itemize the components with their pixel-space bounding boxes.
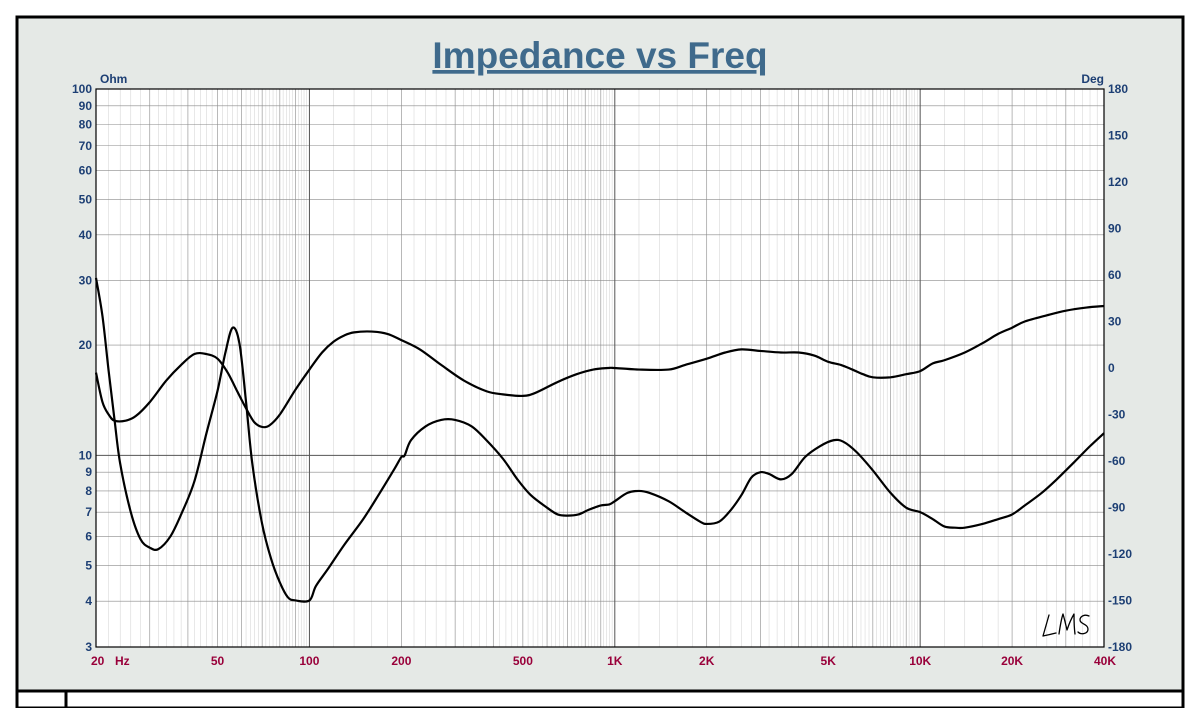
footer-strip	[15, 689, 1185, 708]
x-tick-label: 10K	[909, 654, 931, 668]
lms-watermark	[1042, 613, 1090, 637]
grid-minor	[95, 89, 1105, 648]
y-right-tick-label: -180	[1108, 640, 1132, 654]
y-left-tick-label: 8	[85, 484, 92, 498]
y-left-tick-label: 40	[79, 228, 93, 242]
y-left-tick-label: 5	[85, 559, 92, 573]
y-right-tick-label: -150	[1108, 594, 1132, 608]
y-left-tick-label: 6	[85, 530, 92, 544]
y-left-tick-label: 9	[85, 465, 92, 479]
y-right-unit: Deg	[1081, 72, 1104, 86]
x-tick-label: 200	[391, 654, 411, 668]
y-right-tick-label: 60	[1108, 268, 1122, 282]
y-left-tick-label: 3	[85, 640, 92, 654]
chart-title: Impedance vs Freq	[432, 35, 767, 76]
y-right-tick-label: 180	[1108, 82, 1128, 96]
y-left-tick-label: 20	[79, 338, 93, 352]
y-right-tick-labels: 180 150 120 90 60 30 0 -30 -60 -90 -120 -150 -180	[1108, 82, 1132, 654]
y-left-tick-label: 100	[72, 82, 92, 96]
y-left-tick-label: 10	[79, 448, 93, 462]
x-tick-label: 40K	[1094, 654, 1116, 668]
plot-border	[95, 88, 1105, 648]
x-tick-label: 1K	[607, 654, 623, 668]
series-layer	[94, 277, 1105, 603]
y-right-tick-label: -120	[1108, 547, 1132, 561]
y-left-tick-label: 80	[79, 118, 93, 132]
y-right-tick-label: -60	[1108, 454, 1126, 468]
y-right-tick-label: -30	[1108, 408, 1126, 422]
y-right-tick-label: 0	[1108, 361, 1115, 375]
y-left-tick-label: 60	[79, 163, 93, 177]
x-unit-label: Hz	[115, 654, 130, 668]
x-tick-label: 50	[211, 654, 225, 668]
x-tick-label: 20	[91, 654, 105, 668]
y-left-tick-labels: 3 4 5 6 7 8 9 10 20 30 40 50 60 70 80 90 100	[72, 82, 92, 654]
y-left-tick-label: 30	[79, 274, 93, 288]
y-left-tick-label: 7	[85, 505, 92, 519]
x-tick-label: 20K	[1001, 654, 1023, 668]
x-tick-label: 2K	[699, 654, 715, 668]
y-right-tick-label: 150	[1108, 129, 1128, 143]
y-right-tick-label: -90	[1108, 501, 1126, 515]
x-tick-label: 100	[299, 654, 319, 668]
y-left-unit: Ohm	[100, 72, 127, 86]
y-left-tick-label: 50	[79, 192, 93, 206]
y-right-tick-label: 120	[1108, 175, 1128, 189]
impedance-magnitude-line	[94, 277, 1105, 603]
x-tick-label: 5K	[821, 654, 837, 668]
impedance-phase-line	[94, 304, 1105, 429]
y-right-tick-label: 90	[1108, 222, 1122, 236]
x-tick-label: 500	[513, 654, 533, 668]
y-left-tick-label: 90	[79, 99, 93, 113]
y-right-tick-label: 30	[1108, 315, 1122, 329]
x-tick-labels: 20 50 100 200 500 1K 2K 5K 10K 20K 40K	[91, 654, 1116, 668]
y-left-tick-label: 70	[79, 139, 93, 153]
y-left-tick-label: 4	[85, 594, 92, 608]
